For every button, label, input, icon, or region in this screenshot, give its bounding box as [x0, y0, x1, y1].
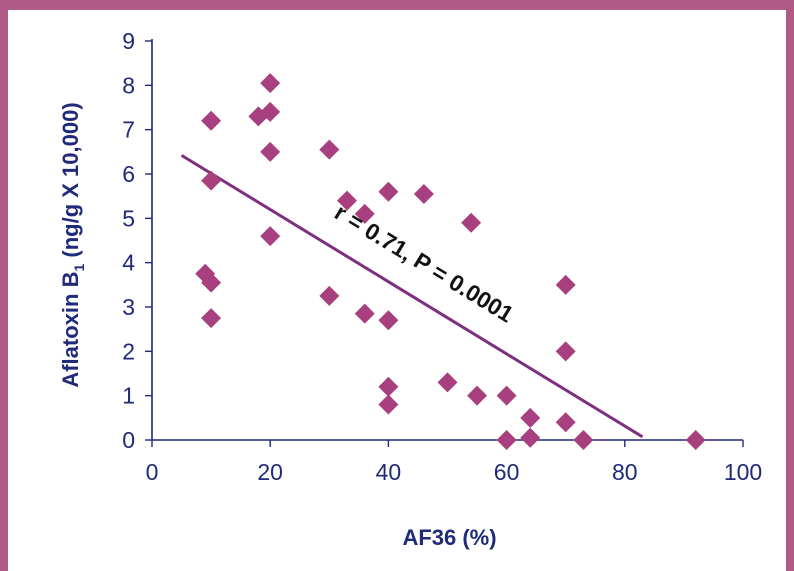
- x-tick-label: 20: [257, 459, 283, 485]
- data-point: [201, 110, 222, 131]
- data-point: [201, 170, 222, 191]
- x-tick-label: 80: [612, 459, 638, 485]
- y-tick-label: 9: [122, 28, 135, 54]
- data-point: [260, 141, 281, 162]
- data-point: [354, 303, 375, 324]
- data-point: [201, 272, 222, 293]
- data-point: [354, 203, 375, 224]
- data-point: [496, 430, 517, 450]
- x-tick-label: 40: [376, 459, 402, 485]
- x-tick-label: 100: [724, 459, 762, 485]
- data-point: [260, 73, 281, 94]
- x-tick-label: 60: [494, 459, 520, 485]
- y-axis-title: Aflatoxin B1 (ng/g X 10,000): [58, 102, 87, 387]
- data-point: [555, 341, 576, 362]
- data-point: [378, 394, 399, 415]
- data-point: [555, 274, 576, 295]
- data-point: [461, 212, 482, 233]
- y-axis-title-units: (ng/g X 10,000): [58, 102, 83, 263]
- data-point: [319, 285, 340, 306]
- data-point: [378, 181, 399, 202]
- y-tick-label: 5: [122, 205, 135, 231]
- x-tick-label: 0: [146, 459, 159, 485]
- data-point: [378, 376, 399, 397]
- y-tick-label: 0: [122, 427, 135, 453]
- data-point: [319, 139, 340, 160]
- y-axis-title-subscript: 1: [71, 264, 87, 272]
- data-point: [260, 101, 281, 122]
- y-tick-label: 8: [122, 72, 135, 98]
- y-tick-label: 2: [122, 338, 135, 364]
- data-point: [467, 385, 488, 406]
- regression-line: [180, 154, 644, 439]
- x-axis-title: AF36 (%): [402, 525, 496, 550]
- y-tick-label: 4: [122, 250, 135, 276]
- y-axis-title-main: Aflatoxin B: [58, 272, 83, 388]
- data-point: [573, 430, 594, 450]
- y-tick-label: 1: [122, 383, 135, 409]
- data-point: [413, 183, 434, 204]
- data-point: [685, 430, 706, 450]
- data-point: [201, 308, 222, 329]
- data-point: [260, 226, 281, 247]
- data-point: [520, 427, 541, 448]
- y-tick-label: 7: [122, 117, 135, 143]
- data-point: [378, 310, 399, 331]
- chart-frame: 0 20 40 60 80 100 0 1 2 3 4 5 6 7 8 9 r = 0.71, P = 0.00…: [8, 10, 786, 571]
- data-point: [555, 412, 576, 433]
- data-point: [337, 190, 358, 211]
- data-point: [437, 372, 458, 393]
- y-tick-label: 6: [122, 161, 135, 187]
- data-point: [496, 385, 517, 406]
- data-point: [520, 407, 541, 428]
- y-tick-label: 3: [122, 294, 135, 320]
